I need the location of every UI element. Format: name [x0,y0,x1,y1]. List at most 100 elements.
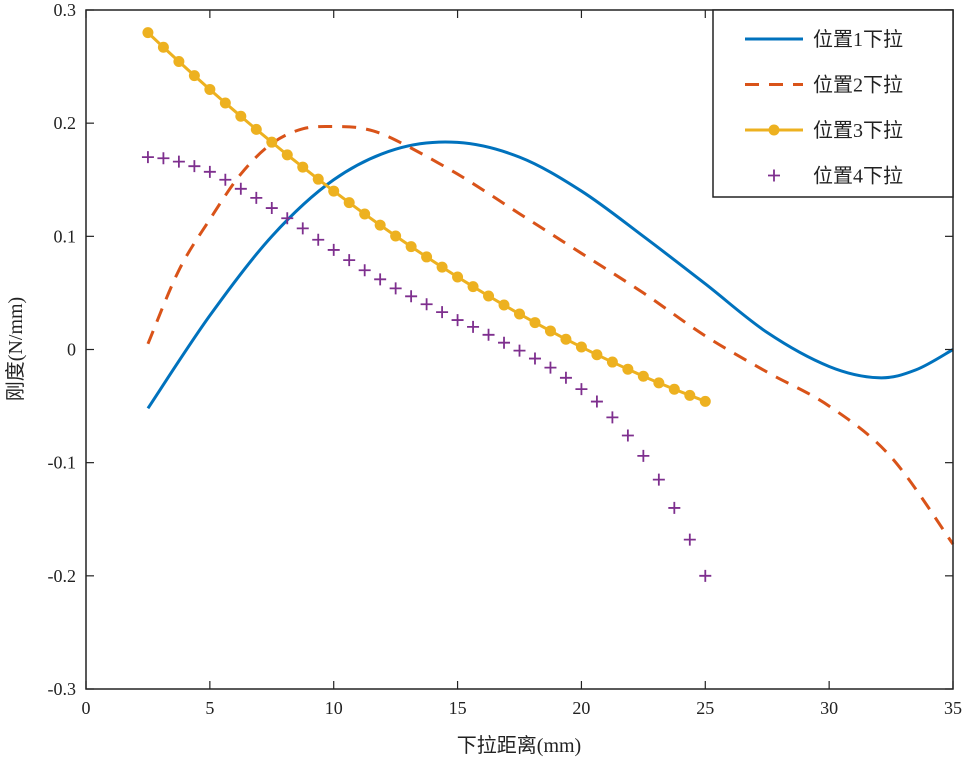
legend-label: 位置3下拉 [813,119,903,142]
data-point [312,233,325,246]
data-point [235,110,247,122]
data-point [188,160,201,173]
data-point [204,83,216,95]
data-point [575,341,587,353]
data-point [421,251,433,263]
data-point [591,349,603,361]
legend-box [712,9,954,198]
data-point [142,27,154,39]
data-point [343,254,356,267]
data-point [653,377,665,389]
data-point [528,352,541,365]
x-tick-label: 25 [696,698,714,718]
x-axis-label: 下拉距离(mm) [457,734,581,757]
ticks-layer: 0 5 10 15 20 25 30 35 -0.3 -0.2 -0.1 0 0.1 0.2 0.3 [48,0,963,718]
legend-entry: 位置1下拉 [745,28,903,51]
data-point [328,185,340,197]
series-line [146,140,954,410]
series-line [146,31,706,403]
data-point [606,411,619,424]
data-point [452,271,464,283]
data-point [621,429,634,442]
data-point [684,389,696,401]
series-line [146,125,955,546]
data-point [544,325,556,337]
data-point [637,370,649,382]
data-point [637,449,650,462]
data-point [451,314,464,327]
data-point [172,155,185,168]
data-point [219,173,232,186]
data-point [343,197,355,209]
data-point [390,230,402,242]
data-point [699,569,712,582]
data-point [312,173,324,185]
data-point [467,281,479,293]
data-point [250,191,263,204]
data-point [188,70,200,82]
data-point [544,361,557,374]
y-tick-label: 0 [67,340,76,360]
data-point [157,41,169,53]
data-point [652,473,665,486]
x-tick-label: 5 [205,698,214,718]
legend-entry: 位置3下拉 [745,119,903,142]
data-point [374,273,387,286]
x-tick-label: 30 [820,698,838,718]
data-point [529,317,541,329]
data-point [296,222,309,235]
legend-label: 位置4下拉 [813,165,903,188]
data-point [498,336,511,349]
data-point [699,395,711,407]
data-point [590,395,603,408]
data-point [559,371,572,384]
data-point [157,152,170,165]
data-point [575,383,588,396]
y-tick-label: -0.1 [48,453,77,473]
data-point [436,306,449,319]
data-point [405,241,417,253]
x-tick-label: 10 [325,698,343,718]
data-point [281,149,293,161]
legend-entry: 位置2下拉 [745,74,903,97]
data-point [297,161,309,173]
data-point [483,290,495,302]
series-2 [146,125,955,546]
data-point [250,123,262,135]
data-point [514,308,525,320]
data-point [683,533,696,546]
data-point [358,264,371,277]
y-tick-label: 0.2 [54,113,77,133]
data-point [560,333,572,345]
legend-marker [768,169,780,182]
data-point [498,299,510,311]
x-tick-label: 35 [944,698,962,718]
data-point [482,328,495,341]
series-layer [141,27,955,582]
data-point [467,320,480,333]
data-point [203,165,216,178]
y-tick-label: 0.1 [54,226,77,246]
x-tick-label: 15 [449,698,467,718]
legend-entry: 位置4下拉 [768,165,903,188]
data-point [513,344,526,357]
series-4 [141,151,712,582]
series-1 [146,140,954,410]
data-point [265,202,278,215]
data-point [266,136,278,148]
data-point [405,290,418,303]
series-3 [142,27,711,407]
data-point [374,219,386,231]
y-tick-label: -0.2 [48,566,77,586]
x-tick-label: 0 [82,698,91,718]
data-point [420,298,433,311]
data-point [622,363,634,375]
data-point [173,55,185,67]
data-point [359,208,371,220]
data-point [219,97,231,109]
data-point [606,356,618,368]
data-point [141,151,154,164]
y-tick-label: -0.3 [48,679,77,699]
